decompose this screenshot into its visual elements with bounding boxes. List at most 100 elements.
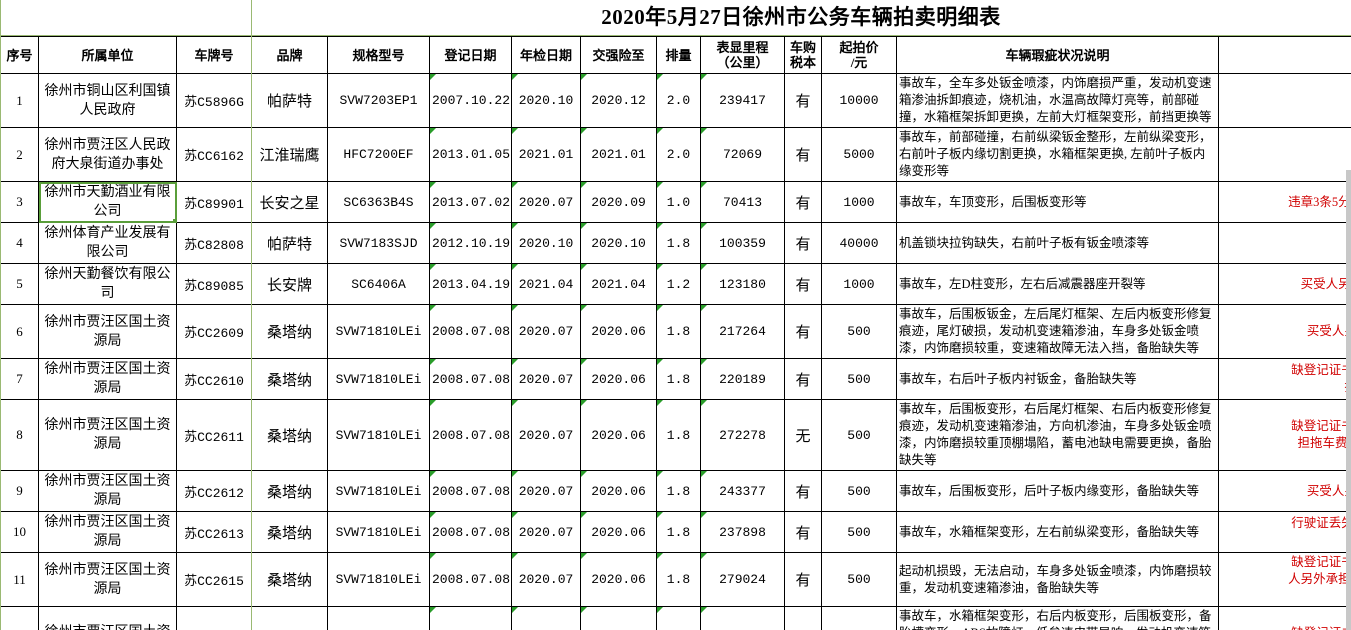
cell-displacement[interactable]: 1.8: [656, 606, 701, 630]
selected-cell[interactable]: 徐州市天勤酒业有限公司: [38, 181, 177, 223]
cell-model[interactable]: SC6406A: [327, 263, 430, 305]
cell-registration-date[interactable]: 2013.04.19: [429, 263, 512, 305]
cell-remark[interactable]: 买受人另外承担拖车费200元: [1218, 470, 1351, 512]
cell-start-price[interactable]: 40000: [821, 222, 897, 264]
cell-registration-date[interactable]: 2008.07.08: [429, 552, 512, 607]
cell-plate-number[interactable]: 苏C5896G: [176, 73, 252, 128]
cell-registration-date[interactable]: 2007.10.22: [429, 73, 512, 128]
cell-mileage[interactable]: 243377: [700, 470, 785, 512]
cell-registration-date[interactable]: 2012.10.19: [429, 222, 512, 264]
cell-brand[interactable]: 桑塔纳: [251, 511, 328, 553]
cell-inspection-date[interactable]: 2020.10: [511, 222, 581, 264]
cell-start-price[interactable]: 5000: [821, 127, 897, 182]
cell-brand[interactable]: 桑塔纳: [251, 399, 328, 471]
cell-displacement[interactable]: 1.8: [656, 304, 701, 359]
cell-plate-number[interactable]: 苏CC2615: [176, 552, 252, 607]
cell-insurance-until[interactable]: 2021.01: [580, 127, 657, 182]
cell-registration-date[interactable]: 2013.01.05: [429, 127, 512, 182]
cell-brand[interactable]: 桑塔纳: [251, 304, 328, 359]
cell-mileage[interactable]: 123180: [700, 263, 785, 305]
cell-owner-unit[interactable]: 徐州市贾汪区国土资源局: [38, 470, 177, 512]
cell-start-price[interactable]: 500: [821, 358, 897, 400]
cell-remark[interactable]: 缺登记证书、行驶证、税本，买受人另外承担拖车费200元、旧电瓶费 200元: [1218, 552, 1351, 607]
cell-insurance-until[interactable]: 2020.06: [580, 511, 657, 553]
cell-plate-number[interactable]: 苏C89901: [176, 181, 252, 223]
cell-index[interactable]: 9: [0, 470, 39, 512]
cell-index[interactable]: 4: [0, 222, 39, 264]
cell-brand[interactable]: 帕萨特: [251, 222, 328, 264]
column-header-insurance-until[interactable]: 交强险至: [580, 36, 657, 74]
cell-defect-description[interactable]: 事故车，水箱框架变形，左右前纵梁变形，备胎缺失等: [896, 511, 1219, 553]
cell-displacement[interactable]: 2.0: [656, 127, 701, 182]
cell-displacement[interactable]: 1.8: [656, 470, 701, 512]
cell-inspection-date[interactable]: 2020.07: [511, 399, 581, 471]
cell-plate-number[interactable]: 苏CC6162: [176, 127, 252, 182]
cell-displacement[interactable]: 1.0: [656, 181, 701, 223]
cell-defect-description[interactable]: 事故车，后围板变形，右后尾灯框架、右后内板变形修复痕迹，发动机变速箱渗油，方向机…: [896, 399, 1219, 471]
cell-purchase-tax[interactable]: 有: [784, 511, 822, 553]
cell-displacement[interactable]: 1.8: [656, 511, 701, 553]
cell-displacement[interactable]: 1.8: [656, 222, 701, 264]
cell-defect-description[interactable]: 事故车，水箱框架变形，右后内板变形，后围板变形，备胎槽变形，ABS故障灯，低怠速…: [896, 606, 1219, 630]
cell-plate-number[interactable]: 苏CC2609: [176, 304, 252, 359]
cell-purchase-tax[interactable]: 有: [784, 358, 822, 400]
cell-start-price[interactable]: 500: [821, 304, 897, 359]
cell-insurance-until[interactable]: 2020.06: [580, 606, 657, 630]
cell-index[interactable]: 11: [0, 552, 39, 607]
column-header-index[interactable]: 序号: [0, 36, 39, 74]
cell-registration-date[interactable]: 2008.07.08: [429, 606, 512, 630]
cell-mileage[interactable]: 279024: [700, 552, 785, 607]
column-header-reg-date[interactable]: 登记日期: [429, 36, 512, 74]
cell-start-price[interactable]: 500: [821, 399, 897, 471]
cell-brand[interactable]: 江淮瑞鹰: [251, 127, 328, 182]
cell-registration-date[interactable]: 2008.07.08: [429, 358, 512, 400]
cell-remark[interactable]: 买受人另外承担年审费用400元: [1218, 263, 1351, 305]
cell-index[interactable]: 8: [0, 399, 39, 471]
cell-insurance-until[interactable]: 2021.04: [580, 263, 657, 305]
cell-insurance-until[interactable]: 2020.09: [580, 181, 657, 223]
cell-start-price[interactable]: 500: [821, 470, 897, 512]
column-header-plate[interactable]: 车牌号: [176, 36, 252, 74]
cell-insurance-until[interactable]: 2020.10: [580, 222, 657, 264]
cell-mileage[interactable]: 100359: [700, 222, 785, 264]
column-header-unit[interactable]: 所属单位: [38, 36, 177, 74]
cell-defect-description[interactable]: 起动机损毁，无法启动，车身多处钣金喷漆，内饰磨损较重，发动机变速箱渗油，备胎缺失…: [896, 552, 1219, 607]
column-header-purchase-tax[interactable]: 车购 税本: [784, 36, 822, 74]
column-header-inspection-date[interactable]: 年检日期: [511, 36, 581, 74]
cell-owner-unit[interactable]: 徐州市贾汪区国土资源局: [38, 358, 177, 400]
cell-defect-description[interactable]: 事故车，后围板钣金，左后尾灯框架、左后内板变形修复痕迹，尾灯破损，发动机变速箱渗…: [896, 304, 1219, 359]
cell-purchase-tax[interactable]: 有: [784, 73, 822, 128]
cell-purchase-tax[interactable]: 有: [784, 222, 822, 264]
cell-inspection-date[interactable]: 2020.07: [511, 470, 581, 512]
cell-start-price[interactable]: 500: [821, 606, 897, 630]
cell-registration-date[interactable]: 2008.07.08: [429, 399, 512, 471]
cell-purchase-tax[interactable]: 无: [784, 606, 822, 630]
cell-index[interactable]: 2: [0, 127, 39, 182]
column-header-start-price[interactable]: 起拍价 /元: [821, 36, 897, 74]
cell-owner-unit[interactable]: 徐州市贾汪区人民政府大泉街道办事处: [38, 127, 177, 182]
cell-brand[interactable]: 桑塔纳: [251, 606, 328, 630]
cell-owner-unit[interactable]: 徐州天勤餐饮有限公司: [38, 263, 177, 305]
cell-insurance-until[interactable]: 2020.12: [580, 73, 657, 128]
cell-model[interactable]: SVW7183SJD: [327, 222, 430, 264]
cell-plate-number[interactable]: 苏CC2617: [176, 606, 252, 630]
cell-mileage[interactable]: 268869: [700, 606, 785, 630]
cell-model[interactable]: SVW71810LEi: [327, 511, 430, 553]
cell-remark[interactable]: 缺登记证书、税本，买受人另外承担拖车费200元: [1218, 606, 1351, 630]
cell-index[interactable]: 6: [0, 304, 39, 359]
cell-brand[interactable]: 桑塔纳: [251, 552, 328, 607]
cell-index[interactable]: 10: [0, 511, 39, 553]
cell-brand[interactable]: 桑塔纳: [251, 358, 328, 400]
cell-model[interactable]: SVW71810LEi: [327, 470, 430, 512]
cell-insurance-until[interactable]: 2020.06: [580, 358, 657, 400]
cell-purchase-tax[interactable]: 有: [784, 552, 822, 607]
cell-defect-description[interactable]: 事故车，右后叶子板内衬钣金，备胎缺失等: [896, 358, 1219, 400]
cell-brand[interactable]: 长安之星: [251, 181, 328, 223]
cell-inspection-date[interactable]: 2020.07: [511, 358, 581, 400]
cell-brand[interactable]: 长安牌: [251, 263, 328, 305]
column-header-brand[interactable]: 品牌: [251, 36, 328, 74]
cell-remark[interactable]: [1218, 222, 1351, 264]
cell-plate-number[interactable]: 苏C89085: [176, 263, 252, 305]
cell-model[interactable]: SVW71810LEi: [327, 399, 430, 471]
cell-displacement[interactable]: 1.8: [656, 552, 701, 607]
